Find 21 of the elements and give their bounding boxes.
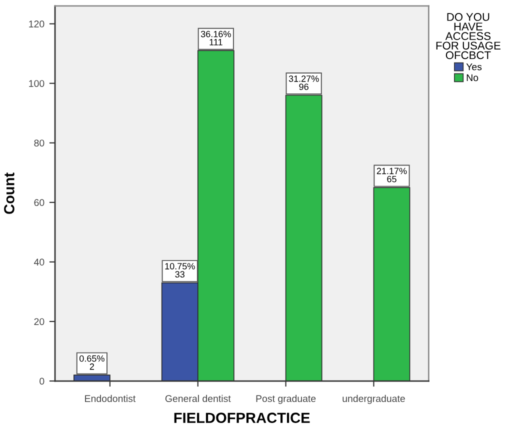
- y-tick-label: 20: [34, 318, 44, 326]
- x-tick-label: Post graduate: [256, 394, 316, 404]
- y-axis-title: Count: [4, 172, 14, 214]
- legend-title: DO YOU HAVE ACCESS FOR USAGE OFCBCT: [436, 13, 500, 60]
- y-tick-label: 60: [34, 199, 44, 206]
- y-tick-label: 80: [34, 140, 44, 146]
- legend-label: Yes: [466, 63, 482, 70]
- legend-label: No: [466, 74, 478, 82]
- y-tick-label: 40: [34, 258, 44, 266]
- x-tick-label: Endodontist: [85, 394, 136, 402]
- x-tick-label: undergraduate: [342, 394, 405, 404]
- y-tick-label: 100: [29, 80, 44, 87]
- data-label: 0.65% 2: [79, 355, 104, 370]
- y-tick-label: 120: [29, 20, 44, 28]
- x-tick-label: General dentist: [165, 394, 231, 402]
- data-label: 31.27% 96: [288, 76, 319, 90]
- x-axis-title: FIELDOFPRACTICE: [174, 412, 310, 424]
- data-label: 36.16% 111: [200, 30, 231, 46]
- data-label: 10.75% 33: [165, 263, 195, 278]
- y-tick-label: 0: [40, 378, 44, 385]
- data-label: 21.17% 65: [376, 168, 407, 182]
